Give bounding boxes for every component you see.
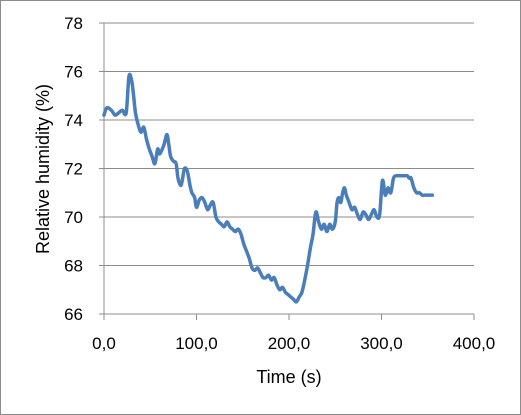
y-axis-title: Relative humidity (%) xyxy=(33,84,53,254)
y-tick-label-66: 66 xyxy=(64,305,83,324)
x-tick-labels: 0,0 100,0 200,0 300,0 400,0 xyxy=(92,334,495,353)
y-tick-label-70: 70 xyxy=(64,208,83,227)
series-line-0 xyxy=(104,74,432,301)
axes xyxy=(99,23,474,320)
y-tick-labels: 66 68 70 72 74 76 78 xyxy=(64,14,83,324)
y-tick-label-76: 76 xyxy=(64,63,83,82)
x-tick-label-300: 300,0 xyxy=(360,334,403,353)
y-tick-label-72: 72 xyxy=(64,160,83,179)
x-tick-label-100: 100,0 xyxy=(175,334,218,353)
x-tick-label-0: 0,0 xyxy=(92,334,116,353)
y-tick-label-74: 74 xyxy=(64,111,83,130)
series-group xyxy=(104,74,432,301)
x-axis-title: Time (s) xyxy=(256,367,321,387)
x-tick-label-200: 200,0 xyxy=(268,334,311,353)
y-tick-label-78: 78 xyxy=(64,14,83,33)
y-tick-label-68: 68 xyxy=(64,257,83,276)
gridlines xyxy=(104,23,474,266)
x-tick-label-400: 400,0 xyxy=(453,334,496,353)
